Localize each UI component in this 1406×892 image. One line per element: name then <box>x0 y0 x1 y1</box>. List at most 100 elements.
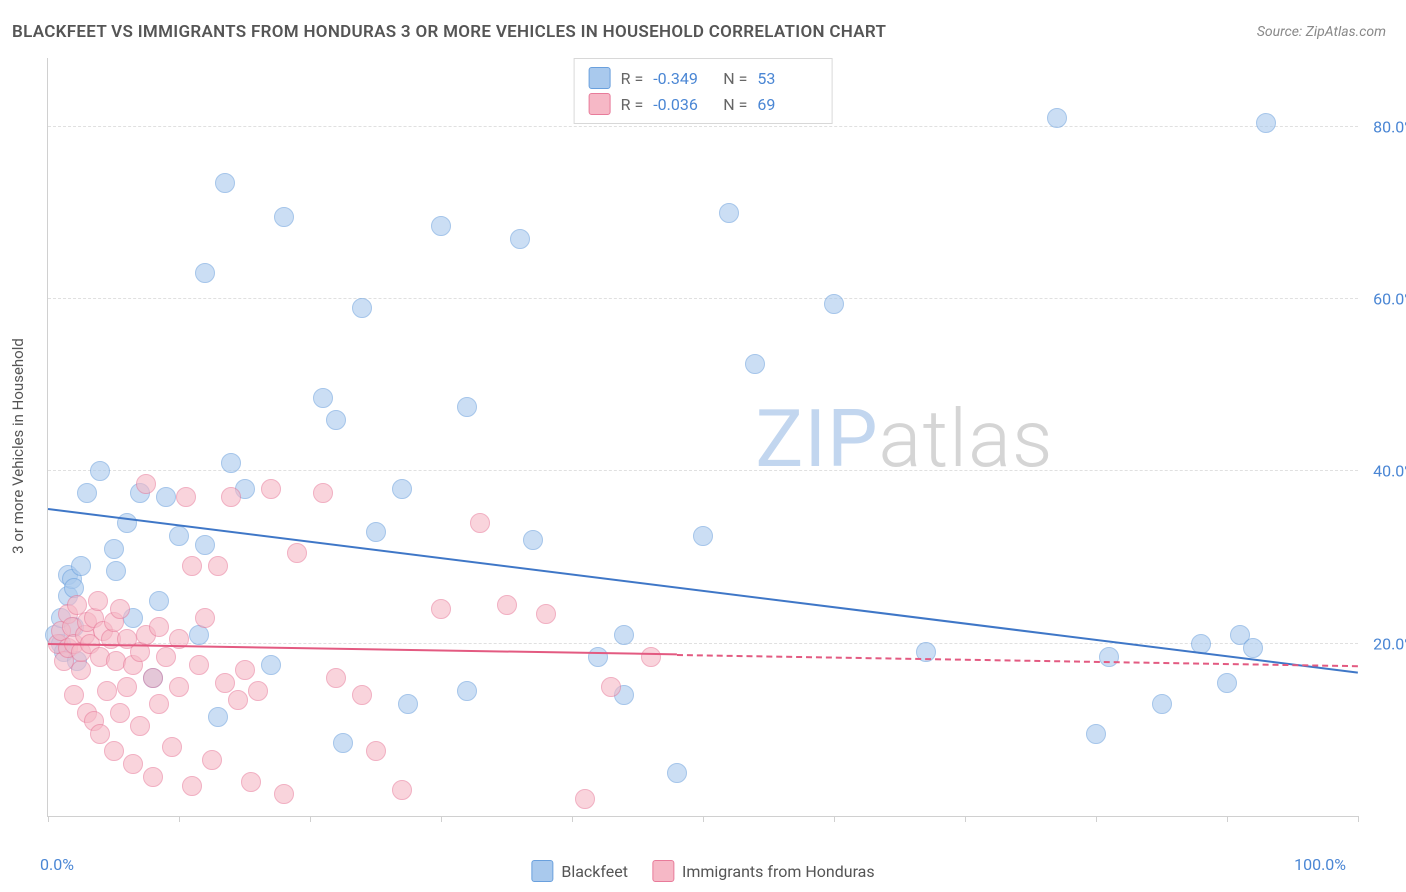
y-axis-title: 3 or more Vehicles in Household <box>9 338 27 554</box>
x-tick <box>572 816 573 822</box>
grid-line <box>48 470 1358 471</box>
legend-swatch <box>652 860 674 882</box>
x-axis-min-label: 0.0% <box>40 855 74 874</box>
y-tick-label: 80.0% <box>1373 117 1406 136</box>
data-point <box>221 453 241 473</box>
data-point <box>1047 108 1067 128</box>
data-point <box>333 733 353 753</box>
data-point <box>261 655 281 675</box>
data-point <box>274 207 294 227</box>
data-point <box>1243 638 1263 658</box>
data-point <box>641 647 661 667</box>
legend-swatch <box>589 93 611 115</box>
data-point <box>215 173 235 193</box>
x-tick <box>834 816 835 822</box>
data-point <box>182 776 202 796</box>
plot-area: ZIPatlas R =-0.349N =53R =-0.036N =69 20… <box>47 58 1358 817</box>
data-point <box>745 354 765 374</box>
stat-N-value: 53 <box>757 69 817 88</box>
data-point <box>1256 113 1276 133</box>
data-point <box>824 294 844 314</box>
y-tick-label: 20.0% <box>1373 634 1406 653</box>
data-point <box>110 703 130 723</box>
data-point <box>123 754 143 774</box>
x-axis-max-label: 100.0% <box>1294 855 1346 874</box>
x-tick <box>1358 816 1359 822</box>
data-point <box>235 660 255 680</box>
data-point <box>117 677 137 697</box>
data-point <box>202 750 222 770</box>
data-point <box>274 784 294 804</box>
stat-R-value: -0.036 <box>653 95 713 114</box>
grid-line <box>48 643 1358 644</box>
stat-N-label: N = <box>723 69 747 88</box>
x-tick <box>179 816 180 822</box>
chart-title: BLACKFEET VS IMMIGRANTS FROM HONDURAS 3 … <box>12 22 886 42</box>
stat-R-label: R = <box>621 95 644 114</box>
stat-N-label: N = <box>723 95 747 114</box>
data-point <box>1152 694 1172 714</box>
data-point <box>366 741 386 761</box>
data-point <box>195 263 215 283</box>
data-point <box>221 487 241 507</box>
data-point <box>614 625 634 645</box>
data-point <box>392 780 412 800</box>
data-point <box>313 483 333 503</box>
stats-row: R = -0.036 N = 69 <box>589 91 818 117</box>
data-point <box>1217 673 1237 693</box>
data-point <box>169 526 189 546</box>
y-tick-label: 40.0% <box>1373 462 1406 481</box>
data-point <box>431 599 451 619</box>
data-point <box>189 625 209 645</box>
legend-label: Immigrants from Honduras <box>682 862 875 881</box>
data-point <box>497 595 517 615</box>
data-point <box>64 685 84 705</box>
data-point <box>149 591 169 611</box>
data-point <box>104 741 124 761</box>
data-point <box>71 556 91 576</box>
data-point <box>313 388 333 408</box>
x-tick <box>48 816 49 822</box>
data-point <box>195 535 215 555</box>
x-tick <box>1227 816 1228 822</box>
x-tick <box>965 816 966 822</box>
stat-N-value: 69 <box>757 95 817 114</box>
data-point <box>352 298 372 318</box>
data-point <box>90 461 110 481</box>
legend-item: Immigrants from Honduras <box>652 860 875 882</box>
data-point <box>523 530 543 550</box>
data-point <box>208 556 228 576</box>
data-point <box>195 608 215 628</box>
data-point <box>149 617 169 637</box>
data-point <box>398 694 418 714</box>
correlation-stats-box: R =-0.349N =53R =-0.036N =69 <box>574 58 833 124</box>
data-point <box>88 591 108 611</box>
data-point <box>392 479 412 499</box>
legend: Blackfeet Immigrants from Honduras <box>531 860 874 882</box>
data-point <box>667 763 687 783</box>
data-point <box>77 483 97 503</box>
data-point <box>366 522 386 542</box>
legend-label: Blackfeet <box>561 862 628 881</box>
data-point <box>1086 724 1106 744</box>
data-point <box>457 397 477 417</box>
data-point <box>176 487 196 507</box>
data-point <box>536 604 556 624</box>
data-point <box>162 737 182 757</box>
x-tick <box>441 816 442 822</box>
data-point <box>149 694 169 714</box>
data-point <box>182 556 202 576</box>
data-point <box>130 716 150 736</box>
data-point <box>431 216 451 236</box>
data-point <box>189 655 209 675</box>
grid-line <box>48 126 1358 127</box>
data-point <box>352 685 372 705</box>
data-point <box>1099 647 1119 667</box>
data-point <box>241 772 261 792</box>
data-point <box>510 229 530 249</box>
data-point <box>156 487 176 507</box>
data-point <box>90 724 110 744</box>
data-point <box>97 681 117 701</box>
source-attribution: Source: ZipAtlas.com <box>1257 24 1386 40</box>
data-point <box>719 203 739 223</box>
